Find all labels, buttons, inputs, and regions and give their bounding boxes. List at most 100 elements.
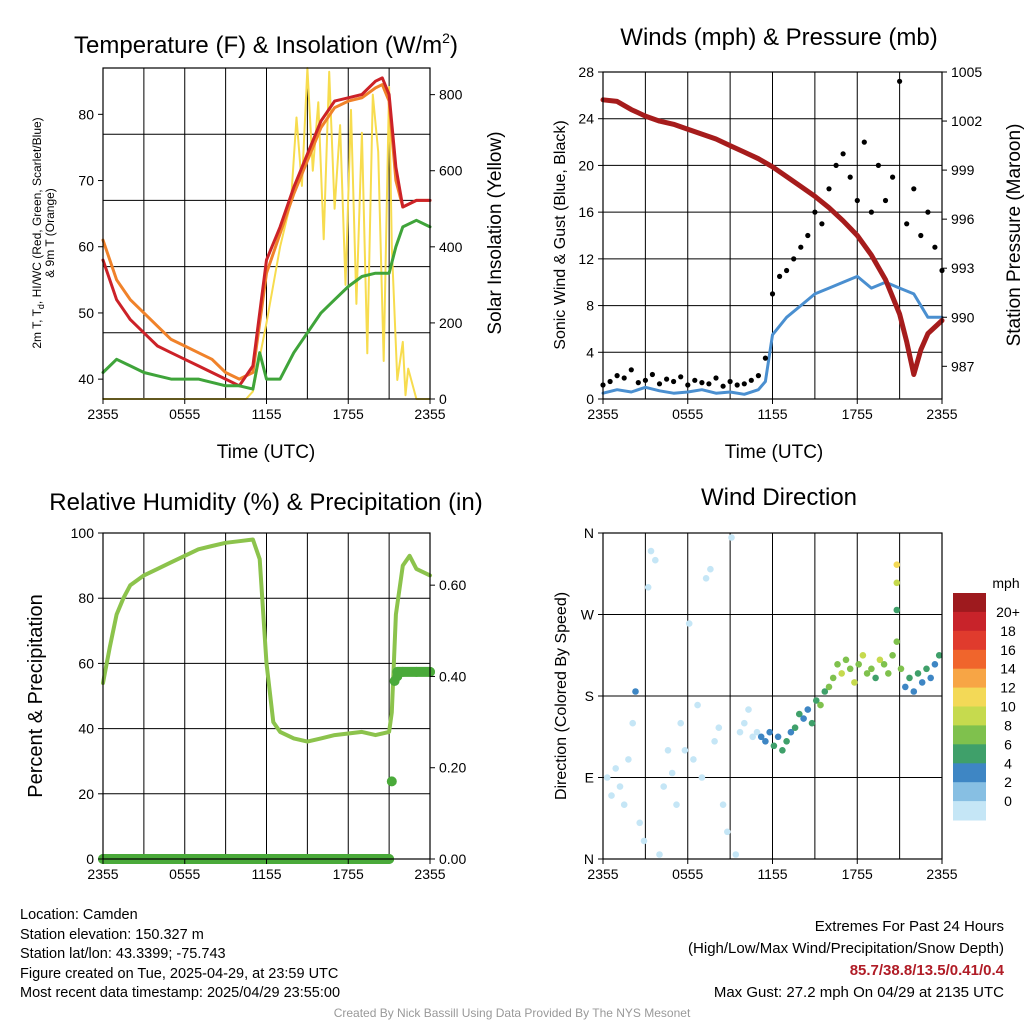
colorbar-swatch [953,649,986,670]
series-gust-point [882,197,889,204]
series-gust-point [819,221,825,227]
colorbar-label: 10 [1000,699,1016,715]
series-gust-point [642,377,649,383]
wind-direction-point [796,710,803,718]
temp-chart-title: Temperature (F) & Insolation (W/m2) [74,30,458,59]
wind-direction-point [770,742,778,750]
wind-y2-tick-label: 1002 [951,113,982,129]
colorbar-swatch [953,630,986,651]
rh-y-tick-label: 60 [78,655,94,671]
wind-direction-point [791,724,799,731]
wind-direction-point [927,674,934,682]
wind-direction-point [902,683,909,691]
wind-y2-tick-label: 1005 [951,64,982,80]
colorbar-swatch [953,725,986,745]
extremes-values: 85.7/38.8/13.5/0.41/0.4 [849,962,1004,979]
wind-direction-point [690,756,697,763]
wind-direction-point [652,556,659,564]
colorbar-swatch [953,611,986,632]
dir-y-axis-label: Direction (Colored By Speed) [553,592,570,800]
series-gust-point [762,355,769,361]
series-gust-point [847,174,853,180]
series-gust-point [692,377,698,383]
wind-y-tick-label: 8 [586,298,594,314]
wind-y-tick-label: 28 [578,64,594,80]
series-gust-point [840,151,846,157]
rh-y-tick-label: 20 [78,786,94,802]
rh-x-tick-label: 2355 [414,866,445,882]
wind-y-tick-label: 0 [586,391,594,407]
colorbar-label: 4 [1004,755,1012,771]
wind-direction-point [808,719,816,727]
series-gust-point [875,162,882,168]
wind-direction-point [834,661,841,668]
series-relative-humidity [101,537,432,744]
temp-y2-axis-label: Solar Insolation (Yellow) [485,131,506,334]
colorbar-label: 2 [1004,774,1012,790]
series-gust-point [614,373,620,379]
wind-direction-point [685,620,693,627]
wind-direction-point [745,706,752,713]
temp-ylabel-subscript: d [36,304,46,309]
wind-direction-point [616,783,624,790]
wind-direction-point [893,561,901,568]
wind-direction-point [935,652,943,659]
wind-direction-point [656,851,663,858]
wind-direction-point [711,738,718,745]
wind-direction-point [715,724,723,731]
wind-direction-point [608,792,615,799]
wind-direction-point [762,738,769,745]
wind-direction-point [910,688,918,695]
series-gust-point [635,380,641,386]
series-gust-point [748,377,754,383]
wind-x-tick-label: 2355 [926,406,957,422]
rh-y-tick-label: 80 [78,590,94,606]
series-gust-point [868,209,875,215]
temp-y-tick-label: 40 [78,371,94,387]
latlon-label: Station lat/lon: 43.3399; -75.743 [20,946,226,962]
temp-x-tick-label: 1155 [251,406,281,422]
rh-chart-title: Relative Humidity (%) & Precipitation (i… [49,489,482,516]
colorbar-label: 12 [1000,680,1016,696]
rh-x-tick-label: 0555 [169,866,200,882]
wind-direction-point [603,774,611,781]
wind-direction-point [612,765,619,772]
wind-direction-point [732,851,740,858]
wind-direction-point [880,661,888,668]
rh-y2-tick-label: 0.20 [439,760,466,776]
series-gust-point [925,209,931,215]
extremes-subtitle: (High/Low/Max Wind/Precipitation/Snow De… [688,940,1004,957]
wind-direction-point [728,534,735,541]
series-gust-point [727,378,733,385]
wind-direction-point [846,665,854,673]
wind-direction-point [673,801,680,808]
series-gust-point [812,209,818,215]
dir-y-tick-label: N [584,525,594,541]
series-gust-point [628,367,634,373]
temp-title-superscript: 2 [442,30,450,46]
wind-direction-point [897,665,905,673]
wind-direction-point [863,670,871,677]
dir-x-tick-label: 2355 [926,866,957,882]
series-station-pressure [600,97,945,377]
series-gust-point [621,375,627,381]
wind-direction-point [931,661,939,668]
series-9m-temperature [101,83,432,381]
max-gust-label: Max Gust: 27.2 mph On 04/29 at 2135 UTC [713,984,1004,1001]
wind-direction-point [918,679,926,686]
dir-x-tick-label: 2355 [587,866,618,882]
rh-x-tick-label: 1755 [333,866,364,882]
series-gust-point [911,186,917,192]
wind-y2-tick-label: 987 [951,358,975,374]
wind-direction-point [876,656,884,664]
rh-y2-tick-label: 0.60 [439,577,466,593]
wind-direction-point [640,837,648,845]
colorbar-swatch [953,763,986,783]
series-gust-point [685,382,691,388]
wind-direction-point [779,747,786,754]
created-label: Figure created on Tue, 2025-04-29, at 23… [20,965,339,982]
wind-direction-point [893,606,901,614]
rh-y-tick-label: 0 [86,851,94,867]
rh-y-tick-label: 100 [71,525,95,541]
dir-y-tick-label: N [584,851,594,867]
